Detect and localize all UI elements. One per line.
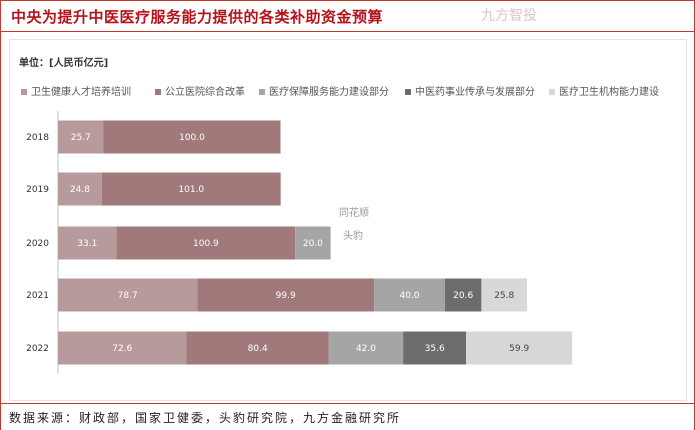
data-label: 20.0 xyxy=(303,239,323,249)
bar-segment xyxy=(374,278,445,312)
data-label: 25.7 xyxy=(71,133,91,143)
bar-segment xyxy=(58,172,102,206)
bar-segment xyxy=(328,331,404,365)
bar-segment xyxy=(403,331,467,365)
title-bar: 中央为提升中医医疗服务能力提供的各类补助资金预算 九方智投 xyxy=(1,1,694,32)
legend-swatch xyxy=(405,89,411,95)
bar-segment xyxy=(58,278,198,312)
data-label: 33.1 xyxy=(77,239,97,249)
corner-watermark: 九方智投 xyxy=(481,8,537,24)
stacked-bar-chart: 卫生健康人才培养培训 公立医院综合改革 医疗保障服务能力建设部分 中医药事业传承与发展… xyxy=(21,85,659,373)
y-tick-label: 2021 xyxy=(26,291,49,301)
legend-swatch xyxy=(155,89,161,95)
data-label: 78.7 xyxy=(118,291,138,301)
legend-swatch xyxy=(259,89,265,95)
legend-label: 医疗保障服务能力建设部分 xyxy=(269,85,389,98)
data-label: 72.6 xyxy=(112,344,132,354)
center-watermark-1: 同花顺 xyxy=(339,208,369,219)
y-tick-label: 2020 xyxy=(26,239,49,249)
data-label: 99.9 xyxy=(276,291,296,301)
data-label: 35.6 xyxy=(425,344,445,354)
page-title: 中央为提升中医医疗服务能力提供的各类补助资金预算 xyxy=(11,8,384,26)
bar-segment xyxy=(101,172,281,206)
legend-swatch xyxy=(21,89,27,95)
legend-label: 公立医院综合改革 xyxy=(165,85,245,98)
data-label: 24.8 xyxy=(70,185,90,195)
data-label: 20.6 xyxy=(453,291,473,301)
data-label: 100.0 xyxy=(179,133,205,143)
legend-swatch xyxy=(549,89,555,95)
data-label: 42.0 xyxy=(356,344,376,354)
data-label: 59.9 xyxy=(509,344,529,354)
bar-segment xyxy=(197,278,375,312)
unit-label: 单位：[人民币亿元] xyxy=(19,58,109,69)
center-watermark-2: 头豹 xyxy=(343,231,363,242)
data-label: 80.4 xyxy=(248,344,268,354)
legend-label: 中医药事业传承与发展部分 xyxy=(415,85,535,98)
source-note: 数据来源：财政部，国家卫健委，头豹研究院，九方金融研究所 xyxy=(9,411,402,425)
data-label: 25.8 xyxy=(494,291,514,301)
data-label: 101.0 xyxy=(178,185,204,195)
bar-segment xyxy=(481,278,528,312)
data-label: 40.0 xyxy=(399,291,419,301)
bar-segment xyxy=(103,120,281,154)
y-tick-label: 2018 xyxy=(26,133,49,143)
bar-segment xyxy=(58,226,117,260)
bar-segment xyxy=(186,331,329,365)
y-tick-label: 2019 xyxy=(26,185,49,195)
legend-label: 医疗卫生机构能力建设 xyxy=(559,85,659,98)
bar-segment xyxy=(58,331,187,365)
footer: 数据来源：财政部，国家卫健委，头豹研究院，九方金融研究所 xyxy=(1,403,694,430)
bar-segment xyxy=(444,278,482,312)
bar-segment xyxy=(116,226,296,260)
legend-label: 卫生健康人才培养培训 xyxy=(31,85,131,98)
y-tick-label: 2022 xyxy=(26,344,49,354)
bar-segment xyxy=(295,226,331,260)
bar-segment xyxy=(466,331,573,365)
bar-segment xyxy=(58,120,104,154)
data-label: 100.9 xyxy=(193,239,219,249)
